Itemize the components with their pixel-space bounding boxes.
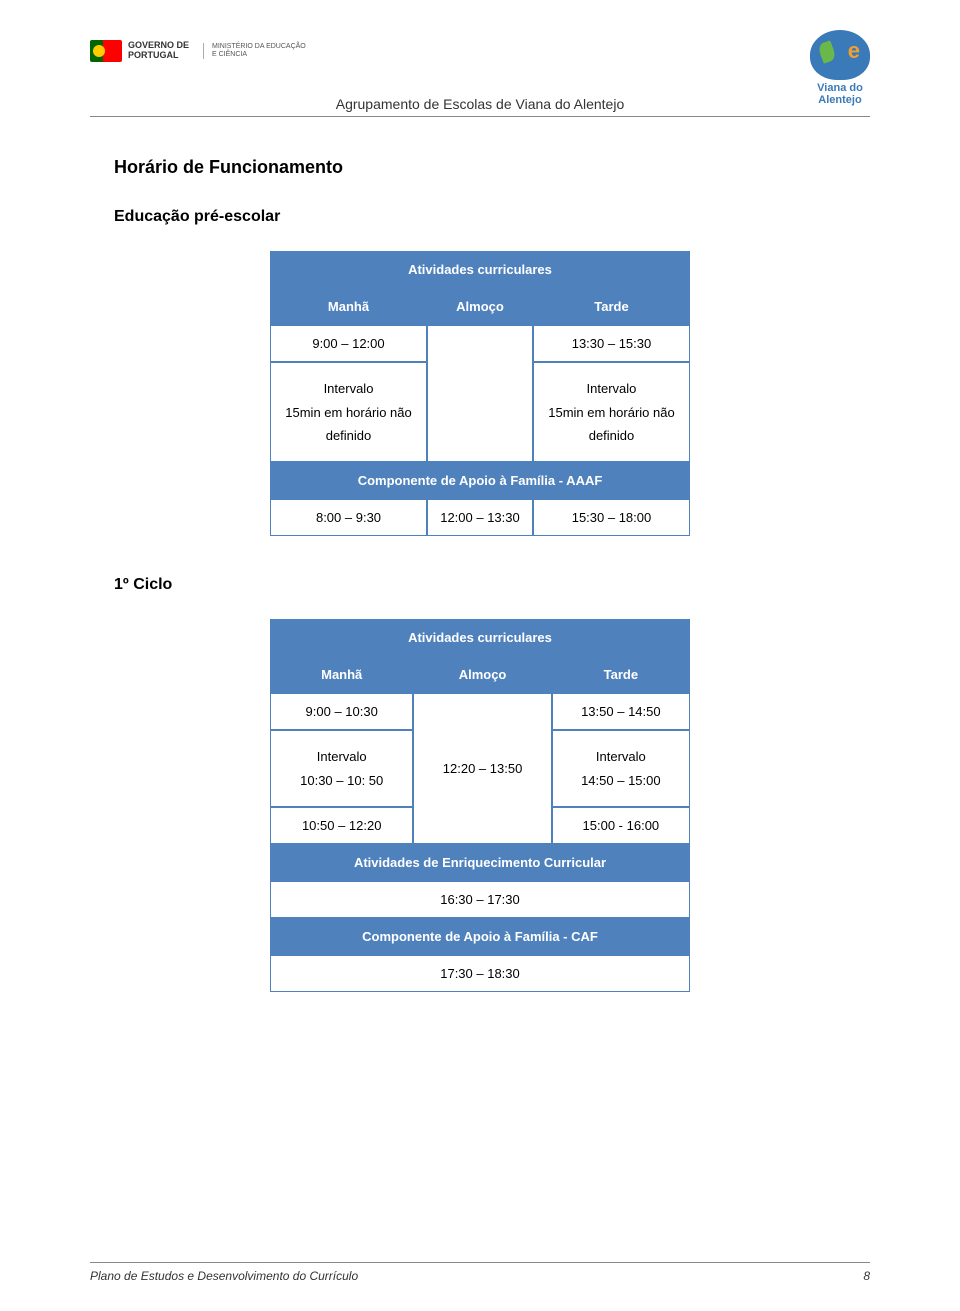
enriq-header: Atividades de Enriquecimento Curricular — [270, 844, 690, 881]
footer-row: Plano de Estudos e Desenvolvimento do Cu… — [90, 1269, 870, 1283]
c1-r2-c3-l2: 14:50 – 15:00 — [581, 773, 661, 788]
ministry-text: MINISTÉRIO DA EDUCAÇÃO E CIÊNCIA — [203, 43, 306, 60]
pre-r1-c3: 13:30 – 15:30 — [533, 325, 690, 362]
portugal-flag-icon — [90, 40, 122, 62]
c1-col-tarde: Tarde — [552, 656, 690, 693]
aaaf-c2: 12:00 – 13:30 — [427, 499, 533, 536]
viana-line2: Alentejo — [818, 94, 861, 106]
c1-r2-c1-l2: 10:30 – 10: 50 — [300, 773, 383, 788]
footer-page-number: 8 — [863, 1269, 870, 1283]
page-header: GOVERNO DE PORTUGAL MINISTÉRIO DA EDUCAÇ… — [90, 30, 870, 106]
viana-logo-icon — [810, 30, 870, 80]
pre-escolar-table: Atividades curriculares Manhã Almoço Tar… — [270, 251, 690, 536]
c1-r2-c3-l1: Intervalo — [596, 749, 646, 764]
pre-r2-c1: Intervalo 15min em horário não definido — [270, 362, 427, 462]
pre-r1-c1: 9:00 – 12:00 — [270, 325, 427, 362]
gov-portugal-logo: GOVERNO DE PORTUGAL — [90, 40, 189, 62]
aaaf-c1: 8:00 – 9:30 — [270, 499, 427, 536]
pre-r2-c1-l2: 15min em horário não — [285, 405, 411, 420]
c1-r2-c1: Intervalo 10:30 – 10: 50 — [270, 730, 413, 807]
c1-r1-c3: 13:50 – 14:50 — [552, 693, 690, 730]
left-logos: GOVERNO DE PORTUGAL MINISTÉRIO DA EDUCAÇ… — [90, 40, 306, 62]
pre-r2-c3-l2: 15min em horário não — [548, 405, 674, 420]
header-divider — [90, 116, 870, 117]
pre-r2-c3: Intervalo 15min em horário não definido — [533, 362, 690, 462]
ciclo1-title: 1º Ciclo — [114, 576, 870, 594]
pre-almoco-blank — [427, 325, 533, 462]
c1-r3-c1: 10:50 – 12:20 — [270, 807, 413, 844]
header-title: Agrupamento de Escolas de Viana do Alent… — [90, 96, 870, 112]
col-almoco: Almoço — [427, 288, 533, 325]
ministry-line1: MINISTÉRIO DA EDUCAÇÃO — [212, 43, 306, 50]
c1-r2-c2: 12:20 – 13:50 — [413, 693, 551, 844]
enriq-time: 16:30 – 17:30 — [270, 881, 690, 918]
footer-divider — [90, 1262, 870, 1263]
c1-r3-c3: 15:00 - 16:00 — [552, 807, 690, 844]
c1-col-almoco: Almoço — [413, 656, 551, 693]
c1-r2-c3: Intervalo 14:50 – 15:00 — [552, 730, 690, 807]
col-tarde: Tarde — [533, 288, 690, 325]
gov-line2: PORTUGAL — [128, 50, 179, 60]
c1-r1-c1: 9:00 – 10:30 — [270, 693, 413, 730]
gov-text: GOVERNO DE PORTUGAL — [128, 41, 189, 61]
caf-header: Componente de Apoio à Família - CAF — [270, 918, 690, 955]
section-title: Horário de Funcionamento — [114, 157, 870, 178]
aaaf-header: Componente de Apoio à Família - AAAF — [270, 462, 690, 499]
pre-r2-c3-l1: Intervalo — [587, 381, 637, 396]
col-manha: Manhã — [270, 288, 427, 325]
viana-logo-text: Viana do Alentejo — [810, 82, 870, 106]
c1-col-manha: Manhã — [270, 656, 413, 693]
c1-r2-c1-l1: Intervalo — [317, 749, 367, 764]
pre-escolar-header: Atividades curriculares — [270, 251, 690, 288]
caf-time: 17:30 – 18:30 — [270, 955, 690, 992]
gov-line1: GOVERNO DE — [128, 40, 189, 50]
viana-line1: Viana do — [817, 82, 863, 94]
ciclo1-header: Atividades curriculares — [270, 619, 690, 656]
pre-r2-c1-l3: definido — [326, 428, 372, 443]
ministry-line2: E CIÊNCIA — [212, 51, 247, 58]
pre-escolar-title: Educação pré-escolar — [114, 208, 870, 226]
pre-r2-c1-l1: Intervalo — [324, 381, 374, 396]
ciclo1-table: Atividades curriculares Manhã Almoço Tar… — [270, 619, 690, 992]
footer-left: Plano de Estudos e Desenvolvimento do Cu… — [90, 1269, 358, 1283]
viana-logo: Viana do Alentejo — [810, 30, 870, 106]
aaaf-c3: 15:30 – 18:00 — [533, 499, 690, 536]
page-footer: Plano de Estudos e Desenvolvimento do Cu… — [90, 1262, 870, 1283]
pre-r2-c3-l3: definido — [589, 428, 635, 443]
